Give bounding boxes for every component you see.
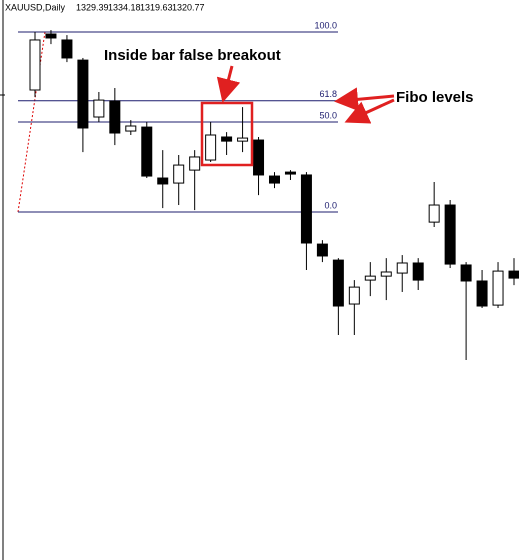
ohlc-value: 1329.39 [76,2,109,12]
fib-label: 50.0 [319,110,337,120]
candle-body [93,99,105,118]
candle-body [380,271,392,277]
ohlc-value: 1320.77 [172,2,205,12]
candle-body [316,243,328,257]
candle-body [45,33,57,39]
symbol: XAUUSD,Daily [5,2,66,12]
candle-body [77,59,89,129]
candle-body [508,270,519,279]
candle-body [61,39,73,59]
fib-label: 0.0 [324,200,337,210]
candle-body [269,175,280,184]
candle-body [125,125,137,132]
arrow [344,98,395,124]
candle-body [396,262,408,274]
ohlc-value: 1334.18 [108,2,141,12]
fib-label: 61.8 [319,89,337,99]
candle-body [492,270,504,306]
candle-body [348,286,360,305]
arrow [334,87,395,112]
candle-body [300,174,312,244]
candle-body [109,100,121,134]
candle-body [332,259,344,307]
candle-body [237,137,249,142]
candle-body [29,39,41,91]
candle-body [205,134,217,161]
candle-body [476,280,488,307]
candle-body [364,275,376,281]
ohlc-value: 1319.63 [140,2,173,12]
candle-body [444,204,456,265]
candle-body [253,139,265,176]
candle-body [173,164,185,184]
candle-body [412,262,424,281]
candles: 100.0 61.8 50.0 0.0 [18,20,519,361]
candle-body [157,177,169,185]
annotation: Inside bar false breakout [104,47,281,64]
fib-label: 100.0 [314,20,337,30]
candle-body [284,171,296,175]
candle-body [428,204,440,223]
annotation: Fibo levels [396,89,474,106]
highlight-box [200,101,254,167]
candle-body [221,136,233,142]
candle-body [189,156,201,171]
arrow [216,65,241,103]
candle-body [460,264,472,282]
candle-body [141,126,153,177]
